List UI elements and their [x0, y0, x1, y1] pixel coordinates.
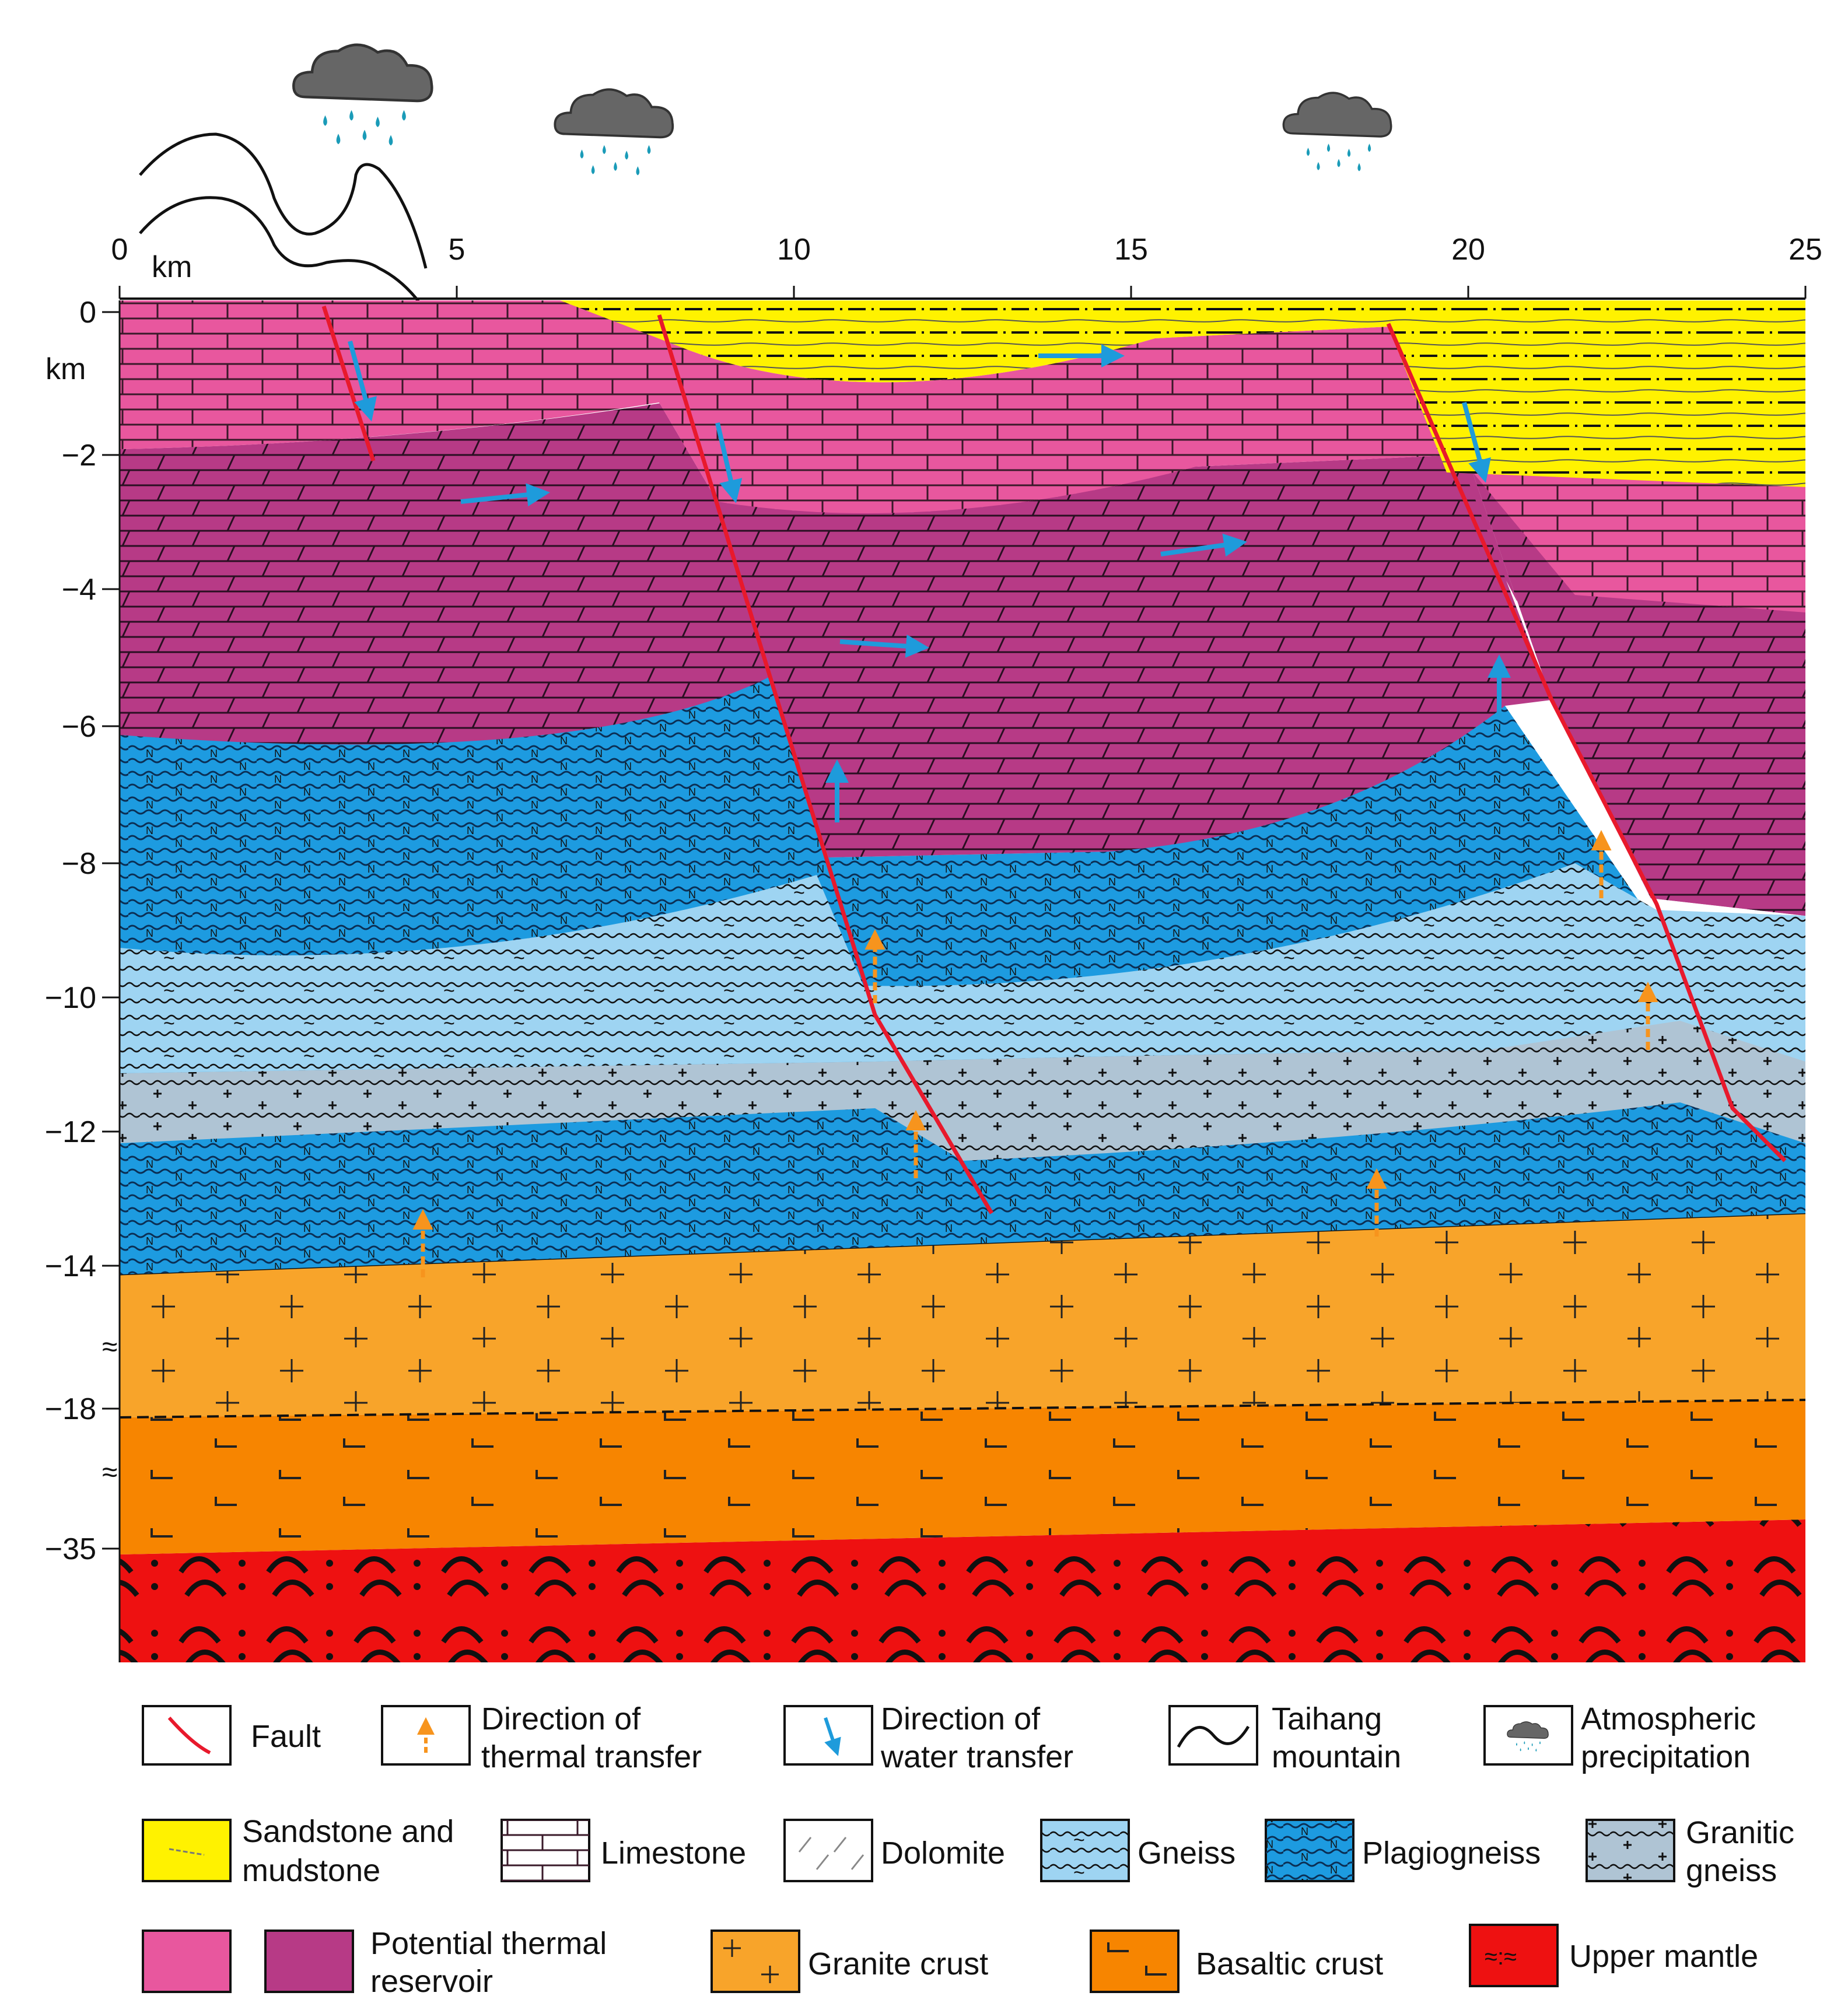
y-tick-label: −8 — [62, 847, 96, 881]
y-tick-label: −6 — [62, 710, 96, 744]
svg-text:Direction of: Direction of — [881, 1701, 1041, 1736]
legend-basaltic-crust: Basaltic crust — [1090, 1930, 1383, 1993]
y-tick-label: −2 — [62, 439, 96, 472]
legend-dolomite: Dolomite — [783, 1819, 1005, 1882]
legend-limestone: Limestone — [501, 1819, 746, 1882]
thermal-transfer-arrows — [412, 830, 1658, 1277]
legend-fault: Fault — [142, 1705, 321, 1766]
x-tick-label: 10 — [777, 233, 811, 267]
y-tick-label: −10 — [45, 981, 96, 1015]
fault-2 — [657, 314, 994, 1214]
legend-gneiss: Gneiss — [1040, 1819, 1236, 1882]
svg-text:Plagiogneiss: Plagiogneiss — [1362, 1836, 1541, 1871]
fault-3 — [1386, 323, 1787, 1162]
svg-text:mountain: mountain — [1272, 1739, 1401, 1774]
x-axis: 0 5 10 15 20 25 km — [111, 233, 1822, 300]
svg-text:water transfer: water transfer — [880, 1739, 1073, 1774]
svg-text:reservoir: reservoir — [370, 1964, 493, 1999]
legend-granitic-gneiss: Granitic gneiss — [1586, 1815, 1794, 1888]
svg-text:gneiss: gneiss — [1686, 1853, 1777, 1888]
legend-atmospheric-precipitation: Atmospheric precipitation — [1483, 1701, 1756, 1774]
x-tick-label: 5 — [449, 233, 466, 267]
taihang-mountain-outline — [139, 132, 428, 304]
x-tick-label: 25 — [1788, 233, 1822, 267]
svg-text:Upper mantle: Upper mantle — [1569, 1939, 1758, 1974]
y-tick-label: −4 — [62, 573, 96, 607]
cross-section-panel — [118, 300, 1806, 1662]
svg-text:thermal transfer: thermal transfer — [481, 1739, 702, 1774]
axis-break-1: ≈ — [102, 1332, 117, 1363]
svg-text:Basaltic crust: Basaltic crust — [1196, 1946, 1383, 1981]
svg-text:Potential thermal: Potential thermal — [370, 1926, 607, 1961]
legend: Fault Direction of thermal transfer Dire… — [142, 1701, 1794, 1999]
legend-water-transfer: Direction of water transfer — [783, 1701, 1073, 1774]
x-tick-label: 20 — [1451, 233, 1485, 267]
y-axis: 0 −2 −4 −6 −8 −10 −12 −14 −18 −35 km ≈ ≈ — [45, 296, 120, 1566]
svg-text:Limestone: Limestone — [601, 1836, 746, 1871]
precipitation-cloud-3-icon — [1283, 93, 1391, 171]
svg-text:Sandstone and: Sandstone and — [242, 1814, 454, 1849]
y-tick-label: −14 — [45, 1249, 96, 1283]
svg-text:≈:≈: ≈:≈ — [1485, 1944, 1517, 1970]
svg-text:Direction of: Direction of — [481, 1701, 641, 1736]
svg-text:Granite crust: Granite crust — [808, 1946, 988, 1981]
y-tick-label: −35 — [45, 1532, 96, 1566]
precipitation-cloud-1-icon — [293, 45, 432, 146]
svg-text:Granitic: Granitic — [1686, 1815, 1794, 1850]
legend-taihang-mountain: Taihang mountain — [1168, 1701, 1401, 1774]
y-tick-label: 0 — [79, 296, 96, 330]
legend-thermal-transfer: Direction of thermal transfer — [381, 1701, 702, 1774]
axis-break-2: ≈ — [102, 1457, 117, 1488]
y-axis-unit: km — [46, 352, 86, 386]
svg-text:Atmospheric: Atmospheric — [1581, 1701, 1756, 1736]
svg-text:Fault: Fault — [251, 1719, 321, 1754]
x-axis-unit: km — [152, 250, 192, 284]
x-tick-label: 15 — [1114, 233, 1148, 267]
svg-text:precipitation: precipitation — [1581, 1739, 1751, 1774]
svg-text:mudstone: mudstone — [242, 1853, 380, 1888]
legend-plagiogneiss: Plagiogneiss — [1265, 1819, 1541, 1882]
legend-upper-mantle: ≈:≈ Upper mantle — [1469, 1924, 1758, 1987]
svg-text:Dolomite: Dolomite — [881, 1836, 1005, 1871]
faults — [321, 305, 1787, 1214]
y-tick-label: −12 — [45, 1115, 96, 1149]
water-transfer-arrows — [348, 340, 1511, 822]
legend-granite-crust: Granite crust — [710, 1930, 988, 1993]
x-tick-label: 0 — [111, 233, 128, 267]
fault-1 — [321, 305, 376, 462]
legend-sandstone-mudstone: Sandstone and mudstone — [142, 1814, 454, 1888]
legend-potential-thermal-reservoir: Potential thermal reservoir — [142, 1926, 607, 1999]
y-tick-label: −18 — [45, 1392, 96, 1426]
precipitation-cloud-2-icon — [555, 89, 673, 175]
svg-text:Taihang: Taihang — [1272, 1701, 1382, 1736]
svg-text:Gneiss: Gneiss — [1138, 1836, 1236, 1871]
